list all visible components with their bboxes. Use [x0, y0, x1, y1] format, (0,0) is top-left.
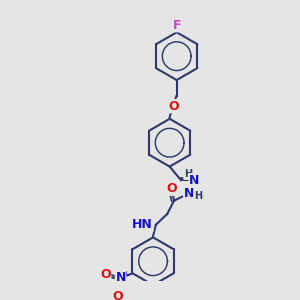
Text: F: F [172, 19, 181, 32]
Text: H: H [194, 190, 202, 200]
Text: O: O [112, 290, 123, 300]
Text: N: N [184, 187, 194, 200]
Text: O: O [166, 182, 177, 195]
Text: O: O [169, 100, 179, 113]
Text: +: + [122, 269, 129, 278]
Text: HN: HN [132, 218, 153, 231]
Text: O: O [100, 268, 111, 281]
Text: N: N [116, 271, 126, 284]
Text: -: - [120, 290, 124, 300]
Text: H: H [184, 169, 192, 179]
Text: N: N [189, 174, 200, 187]
